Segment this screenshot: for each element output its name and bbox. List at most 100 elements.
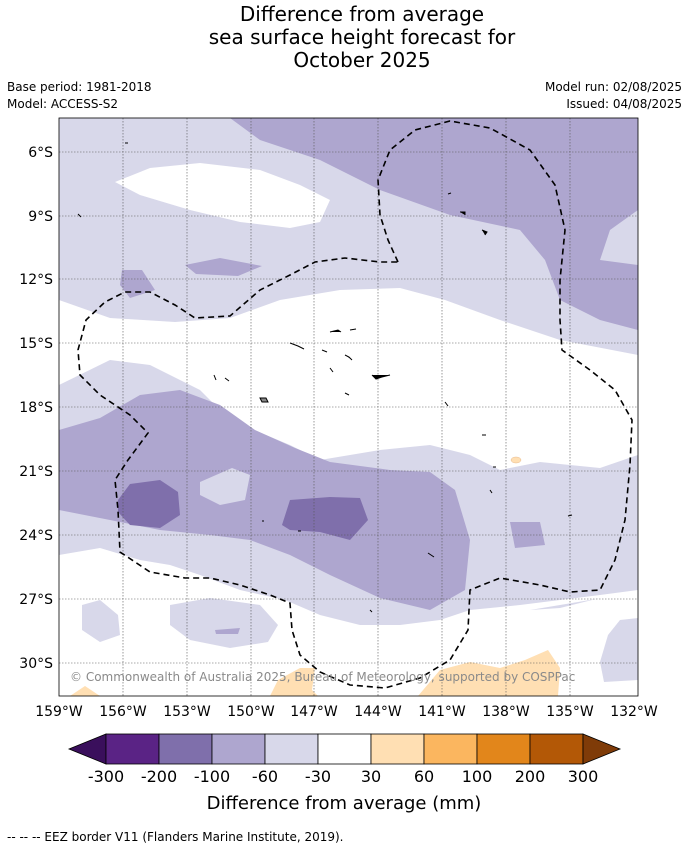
contour-lavender-north xyxy=(230,118,638,330)
lon-label: 132°W xyxy=(610,704,658,720)
meta-left: Base period: 1981-2018 Model: ACCESS-S2 xyxy=(7,79,152,113)
island-mark xyxy=(77,213,82,218)
island-mark xyxy=(444,401,449,407)
chart-title: Difference from average sea surface heig… xyxy=(0,3,690,72)
island-mark xyxy=(224,377,230,382)
colorbar-extend-right xyxy=(582,733,622,765)
contour-light-inner xyxy=(200,468,250,505)
contour-purple-core-west xyxy=(118,480,180,528)
colorbar-tick-label: -200 xyxy=(141,767,177,786)
lon-label: 153°W xyxy=(163,704,211,720)
lon-label: 147°W xyxy=(290,704,338,720)
contour-white-north xyxy=(115,163,330,228)
contour-orange-south-a xyxy=(270,668,318,696)
lon-label: 144°W xyxy=(354,704,402,720)
contour-light-patch-east xyxy=(600,210,638,265)
longitude-labels: 159°W 156°W 153°W 150°W 147°W 144°W 141°… xyxy=(35,704,658,720)
island-mark xyxy=(329,329,342,333)
contour-orange-small xyxy=(510,456,522,464)
colorbar-tick-label: -60 xyxy=(252,767,278,786)
lat-label: 27°S xyxy=(19,592,53,608)
contour-orange-south-b xyxy=(418,650,560,696)
lon-label: 141°W xyxy=(418,704,466,720)
lat-label: 12°S xyxy=(19,272,53,288)
island-mark xyxy=(567,514,573,517)
island-mark xyxy=(460,211,466,215)
title-line-1: Difference from average xyxy=(239,2,485,26)
lat-label: 18°S xyxy=(19,400,53,416)
colorbar-tick-label: 300 xyxy=(568,767,599,786)
colorbar-ticks: -300 -200 -100 -60 -30 30 60 100 200 300 xyxy=(88,767,598,786)
graticule xyxy=(59,118,638,696)
colorbar-tick-label: 200 xyxy=(515,767,546,786)
island-mark xyxy=(427,552,435,558)
colorbar-cell xyxy=(423,733,478,765)
title-line-2: sea surface height forecast for xyxy=(208,25,516,49)
colorbar-cell xyxy=(264,733,319,765)
lat-label: 6°S xyxy=(28,145,53,161)
eez-footnote: -- -- -- EEZ border V11 (Flanders Marine… xyxy=(7,830,344,844)
island-mark xyxy=(369,609,373,613)
contour-white-south xyxy=(59,548,638,696)
colorbar-cell xyxy=(476,733,531,765)
island-mark xyxy=(344,392,350,396)
latitude-labels: 6°S 9°S 12°S 15°S 18°S 21°S 24°S 27°S 30… xyxy=(19,145,53,672)
island-mark xyxy=(321,349,328,353)
colorbar-cell xyxy=(105,733,160,765)
island-mark xyxy=(259,397,269,403)
colorbar-cells xyxy=(105,733,584,765)
lon-label: 138°W xyxy=(482,704,530,720)
meta-right: Model run: 02/08/2025 Issued: 04/08/2025 xyxy=(545,79,682,113)
map-frame xyxy=(58,117,639,697)
island-mark xyxy=(289,342,305,350)
eez-borders xyxy=(77,120,633,689)
colorbar-extend-left xyxy=(67,733,107,765)
colorbar-tick-label: -100 xyxy=(194,767,230,786)
issued-text: Issued: 04/08/2025 xyxy=(566,97,682,111)
colorbar-tick-label: -300 xyxy=(88,767,124,786)
colorbar-tick-label: 100 xyxy=(462,767,493,786)
contour-lavender-sw-small xyxy=(215,628,240,634)
contour-lavender-patch-b xyxy=(120,270,155,298)
colorbar-tick-label: -30 xyxy=(305,767,331,786)
contour-light-se xyxy=(600,618,638,682)
colorbar-cell xyxy=(529,733,584,765)
model-run-text: Model run: 02/08/2025 xyxy=(544,80,682,94)
lon-label: 156°W xyxy=(99,704,147,720)
colorbar-cell xyxy=(370,733,425,765)
contour-lavender-central xyxy=(59,390,470,610)
lon-label: 159°W xyxy=(35,704,83,720)
lon-label: 135°W xyxy=(546,704,594,720)
contour-purple-core-central xyxy=(282,497,368,540)
island-mark xyxy=(329,367,334,373)
colorbar: -300 -200 -100 -60 -30 30 60 100 200 300 Differen… xyxy=(67,733,622,814)
colorbar-cell xyxy=(317,733,372,765)
island-mark xyxy=(213,374,217,381)
colorbar-cell xyxy=(211,733,266,765)
colorbar-label: Difference from average (mm) xyxy=(207,793,482,814)
lon-label: 150°W xyxy=(227,704,275,720)
lat-label: 21°S xyxy=(19,464,53,480)
island-mark xyxy=(371,374,391,380)
contour-lavender-west xyxy=(59,460,82,505)
title-line-3: October 2025 xyxy=(293,48,431,72)
colorbar-tick-label: 30 xyxy=(361,767,381,786)
island-mark xyxy=(349,328,357,331)
contour-orange-south-c xyxy=(70,686,100,696)
colorbar-cell xyxy=(158,733,213,765)
model-text: Model: ACCESS-S2 xyxy=(7,97,119,111)
copyright-text: © Commonwealth of Australia 2025, Bureau… xyxy=(70,670,575,684)
base-period-text: Base period: 1981-2018 xyxy=(7,80,152,94)
islands xyxy=(77,142,573,613)
lat-label: 15°S xyxy=(19,336,53,352)
contour-lavender-patch-a xyxy=(185,258,262,276)
island-mark xyxy=(447,192,452,195)
island-mark xyxy=(481,229,488,236)
lat-label: 30°S xyxy=(19,656,53,672)
colorbar-tick-label: 60 xyxy=(414,767,434,786)
eez-border-path xyxy=(77,120,633,689)
island-mark xyxy=(489,489,493,494)
contour-white-central xyxy=(59,288,638,470)
lat-label: 24°S xyxy=(19,528,53,544)
